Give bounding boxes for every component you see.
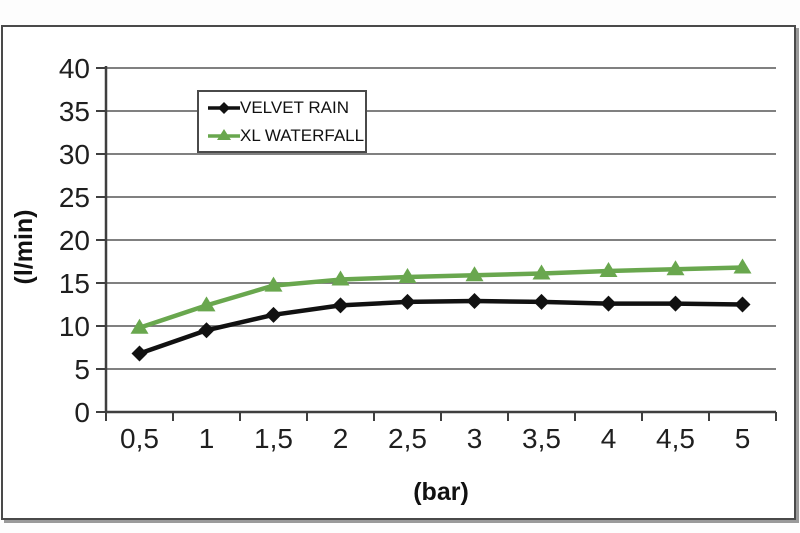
- data-point-velvet-rain-1,5: [265, 306, 282, 323]
- x-tick-label-1,5: 1,5: [254, 423, 293, 454]
- y-tick-label-10: 10: [59, 311, 90, 342]
- y-tick-label-40: 40: [59, 53, 90, 84]
- data-point-xl-waterfall-2: [331, 270, 350, 286]
- x-tick-label-2,5: 2,5: [388, 423, 427, 454]
- data-point-velvet-rain-2: [332, 297, 349, 314]
- data-point-xl-waterfall-5: [733, 258, 752, 274]
- data-point-xl-waterfall-4: [599, 261, 618, 277]
- y-tick-label-35: 35: [59, 96, 90, 127]
- x-tick-label-1: 1: [199, 423, 215, 454]
- data-point-velvet-rain-3: [466, 293, 483, 310]
- x-tick-label-5: 5: [735, 423, 751, 454]
- data-point-velvet-rain-0,5: [131, 345, 148, 362]
- data-point-xl-waterfall-2,5: [398, 267, 417, 283]
- x-tick-label-4,5: 4,5: [656, 423, 695, 454]
- y-tick-label-15: 15: [59, 268, 90, 299]
- legend-item-velvet-rain: VELVET RAIN: [208, 96, 365, 120]
- x-tick-label-3: 3: [467, 423, 483, 454]
- data-point-velvet-rain-5: [734, 296, 751, 313]
- data-point-xl-waterfall-4,5: [666, 260, 685, 276]
- data-point-velvet-rain-3,5: [533, 293, 550, 310]
- data-point-velvet-rain-1: [198, 322, 215, 339]
- series-line-velvet-rain: [137, 298, 745, 356]
- x-tick-label-2: 2: [333, 423, 349, 454]
- legend-label-velvet-rain: VELVET RAIN: [240, 97, 349, 117]
- legend-item-xl-waterfall: XL WATERFALL: [208, 124, 365, 148]
- y-tick-label-5: 5: [74, 354, 90, 385]
- x-tick-label-0,5: 0,5: [120, 423, 159, 454]
- y-axis-title: (l/min): [10, 210, 38, 285]
- data-point-velvet-rain-4: [600, 295, 617, 312]
- y-tick-label-20: 20: [59, 225, 90, 256]
- x-axis-title: (bar): [413, 478, 469, 506]
- data-point-velvet-rain-4,5: [667, 295, 684, 312]
- legend-line-triangle-icon: [208, 128, 240, 140]
- data-point-velvet-rain-2,5: [399, 293, 416, 310]
- legend-line-diamond-icon: [208, 101, 240, 114]
- data-point-xl-waterfall-0,5: [130, 318, 149, 334]
- data-point-xl-waterfall-3,5: [532, 264, 551, 280]
- series-line-xl-waterfall: [137, 265, 745, 330]
- y-tick-label-30: 30: [59, 139, 90, 170]
- legend-label-xl-waterfall: XL WATERFALL: [240, 125, 365, 145]
- data-point-xl-waterfall-3: [465, 266, 484, 282]
- legend: VELVET RAIN XL WATERFALL: [197, 90, 367, 153]
- data-point-xl-waterfall-1,5: [264, 276, 283, 292]
- chart-frame: [1, 25, 796, 520]
- data-point-xl-waterfall-1: [197, 296, 216, 312]
- x-tick-label-3,5: 3,5: [522, 423, 561, 454]
- y-tick-label-0: 0: [74, 397, 90, 428]
- x-tick-label-4: 4: [601, 423, 617, 454]
- y-tick-label-25: 25: [59, 182, 90, 213]
